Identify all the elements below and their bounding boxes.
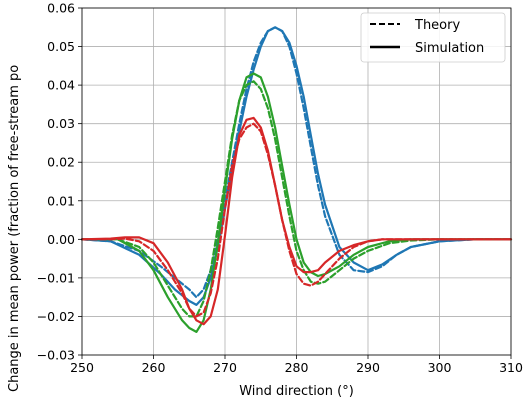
y-tick-label: 0.06	[47, 1, 75, 16]
x-tick-label: 270	[213, 360, 237, 375]
y-tick-label: −0.02	[37, 309, 75, 324]
y-tick-label: 0.03	[47, 116, 75, 131]
x-axis-ticks: 250 260 270 280 290 300 310	[70, 355, 523, 375]
y-tick-label: 0.00	[47, 232, 75, 247]
y-tick-label: 0.02	[47, 155, 75, 170]
series-line-3	[80, 72, 513, 333]
x-tick-label: 280	[285, 360, 309, 375]
x-tick-label: 310	[499, 360, 523, 375]
series-line-2	[80, 80, 513, 318]
y-axis-label: Change in mean power (fraction of free-s…	[7, 65, 22, 392]
y-tick-label: −0.03	[37, 348, 75, 363]
x-tick-label: 250	[70, 360, 94, 375]
series-lines	[80, 26, 513, 333]
y-tick-label: 0.05	[47, 39, 75, 54]
legend-label-simulation: Simulation	[415, 41, 484, 56]
y-tick-label: 0.01	[47, 193, 75, 208]
y-tick-label: 0.04	[47, 78, 75, 93]
series-line-5	[80, 116, 513, 326]
series-line-1	[80, 26, 513, 306]
legend-box	[360, 12, 506, 63]
x-tick-label: 260	[142, 360, 166, 375]
series-line-4	[80, 122, 513, 318]
legend: Theory Simulation	[360, 12, 506, 63]
x-tick-label: 290	[356, 360, 380, 375]
y-axis-ticks: −0.03 −0.02 −0.01 0.00 0.01 0.02 0.03 0.04 0.05 0…	[37, 1, 82, 363]
x-axis-label: Wind direction (°)	[239, 384, 354, 399]
legend-label-theory: Theory	[414, 18, 460, 33]
y-tick-label: −0.01	[37, 270, 75, 285]
x-tick-label: 300	[428, 360, 452, 375]
